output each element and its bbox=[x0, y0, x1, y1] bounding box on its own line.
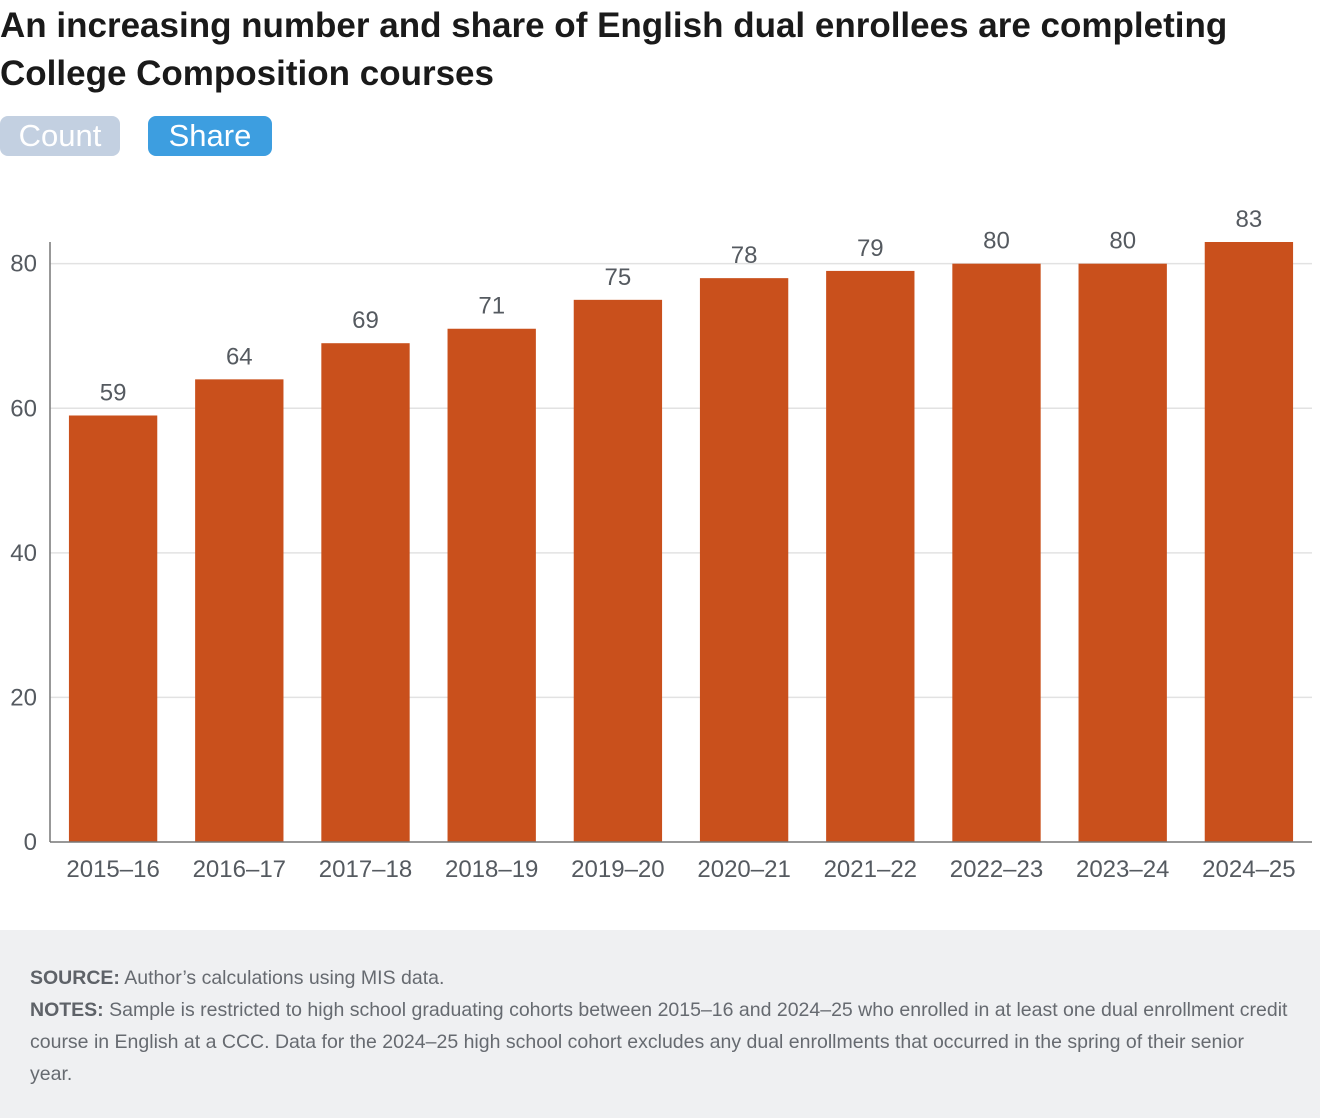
data-label: 79 bbox=[857, 235, 884, 262]
share-toggle-button[interactable]: Share bbox=[148, 116, 272, 156]
data-label: 59 bbox=[100, 379, 127, 406]
data-label: 69 bbox=[352, 307, 379, 334]
data-label: 78 bbox=[731, 242, 758, 269]
source-note: SOURCE: Author’s calculations using MIS … bbox=[30, 962, 1290, 994]
x-tick-label: 2018–19 bbox=[445, 856, 538, 883]
x-tick-label: 2023–24 bbox=[1076, 856, 1169, 883]
source-label: SOURCE: bbox=[30, 967, 120, 989]
bar[interactable] bbox=[68, 415, 158, 842]
x-tick-label: 2024–25 bbox=[1202, 856, 1295, 883]
data-label: 83 bbox=[1236, 206, 1263, 233]
bar[interactable] bbox=[321, 343, 410, 842]
x-axis-ticks: 2015–16 2016–17 2017–18 2018–19 2019–20 2020–… bbox=[66, 856, 1295, 883]
x-tick-label: 2020–21 bbox=[697, 856, 790, 883]
notes-note: NOTES: Sample is restricted to high scho… bbox=[30, 994, 1290, 1090]
bar[interactable] bbox=[1078, 263, 1167, 842]
y-tick-label: 0 bbox=[24, 829, 37, 856]
bar[interactable] bbox=[447, 328, 536, 842]
bar[interactable] bbox=[573, 299, 663, 843]
x-tick-label: 2015–16 bbox=[66, 856, 159, 883]
data-label: 71 bbox=[478, 293, 505, 320]
chart-title: An increasing number and share of Englis… bbox=[0, 6, 1228, 93]
y-tick-label: 60 bbox=[10, 395, 37, 422]
y-tick-label: 80 bbox=[10, 251, 37, 278]
x-tick-label: 2022–23 bbox=[950, 856, 1043, 883]
notes-label: NOTES: bbox=[30, 999, 104, 1021]
y-tick-label: 20 bbox=[10, 684, 37, 711]
bar[interactable] bbox=[195, 379, 284, 842]
y-axis-ticks: 0 20 40 60 80 bbox=[10, 251, 37, 856]
bar[interactable] bbox=[826, 270, 915, 842]
bar[interactable] bbox=[952, 263, 1041, 842]
x-tick-label: 2019–20 bbox=[571, 856, 664, 883]
notes-text: Sample is restricted to high school grad… bbox=[30, 999, 1288, 1085]
bars bbox=[68, 242, 1294, 843]
data-label: 80 bbox=[1109, 228, 1136, 255]
source-text: Author’s calculations using MIS data. bbox=[124, 967, 445, 989]
x-tick-label: 2021–22 bbox=[824, 856, 917, 883]
data-labels: 59 64 69 71 75 78 79 80 80 83 bbox=[100, 206, 1263, 406]
x-tick-label: 2016–17 bbox=[193, 856, 286, 883]
count-toggle-button[interactable]: Count bbox=[0, 116, 120, 156]
y-tick-label: 40 bbox=[10, 540, 37, 567]
data-label: 80 bbox=[983, 228, 1010, 255]
bar[interactable] bbox=[699, 278, 789, 842]
x-tick-label: 2017–18 bbox=[319, 856, 412, 883]
chart-footer: SOURCE: Author’s calculations using MIS … bbox=[0, 930, 1320, 1118]
data-label: 75 bbox=[605, 264, 632, 291]
bar[interactable] bbox=[1204, 242, 1294, 842]
data-label: 64 bbox=[226, 343, 253, 370]
